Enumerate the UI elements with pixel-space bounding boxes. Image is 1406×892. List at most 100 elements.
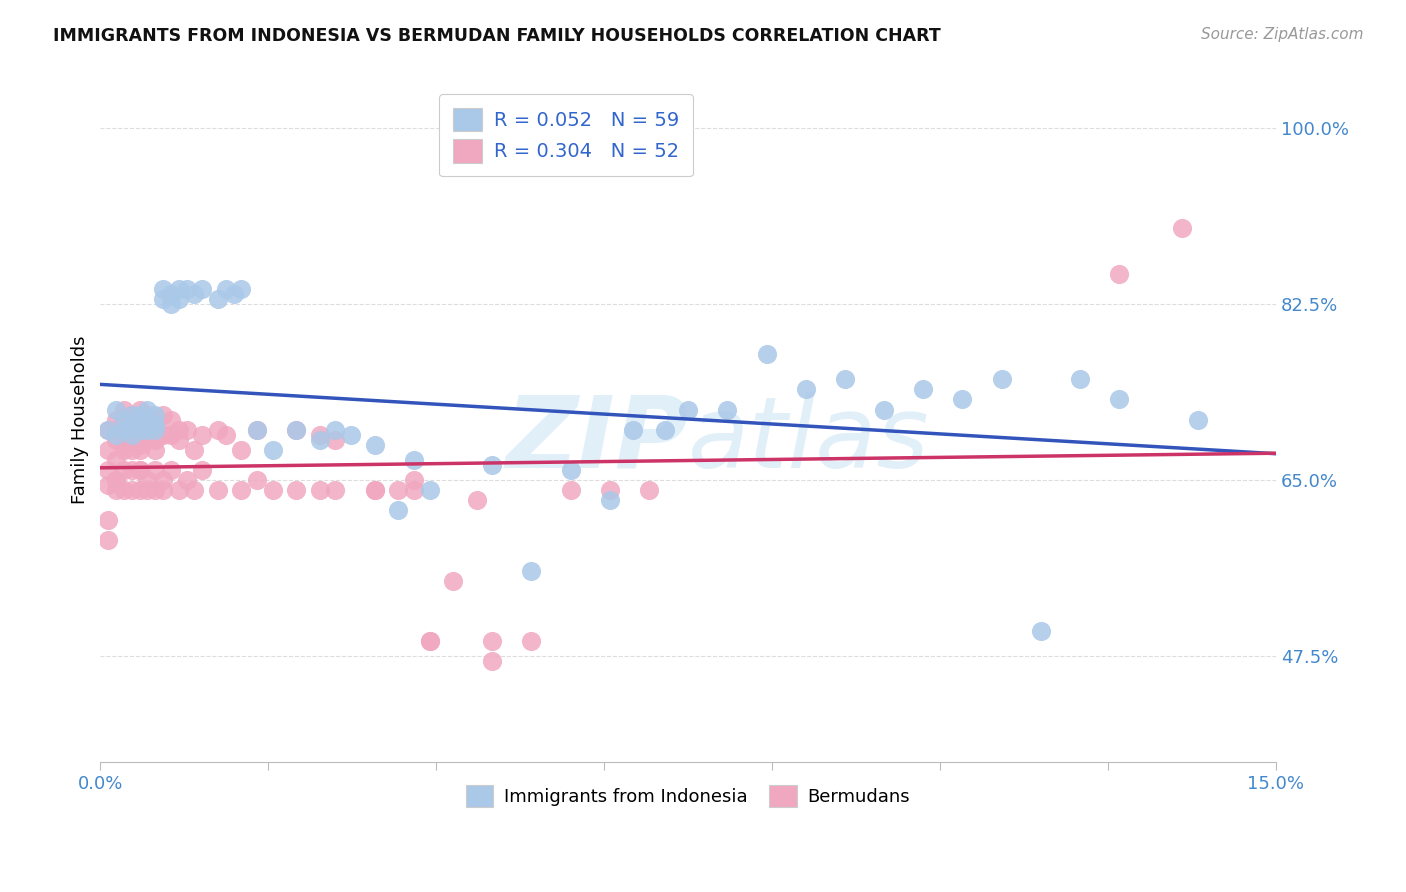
Point <box>231 442 253 457</box>
Point <box>481 634 503 648</box>
Point <box>152 427 174 442</box>
Point <box>441 574 464 588</box>
Point <box>97 533 120 548</box>
Point <box>191 463 214 477</box>
Point <box>262 483 284 497</box>
Point <box>112 423 135 437</box>
Point <box>97 423 120 437</box>
Point <box>1069 372 1091 386</box>
Point <box>136 483 159 497</box>
Point <box>418 634 440 648</box>
Point <box>121 408 143 422</box>
Text: IMMIGRANTS FROM INDONESIA VS BERMUDAN FAMILY HOUSEHOLDS CORRELATION CHART: IMMIGRANTS FROM INDONESIA VS BERMUDAN FA… <box>53 27 941 45</box>
Point <box>834 372 856 386</box>
Point <box>183 483 205 497</box>
Point <box>387 483 409 497</box>
Point <box>167 292 190 306</box>
Point <box>128 463 150 477</box>
Point <box>167 423 190 437</box>
Point <box>143 463 166 477</box>
Point <box>97 463 120 477</box>
Point <box>325 483 347 497</box>
Point <box>121 442 143 457</box>
Point <box>121 483 143 497</box>
Point <box>143 423 166 437</box>
Point <box>97 423 120 437</box>
Point <box>128 408 150 422</box>
Y-axis label: Family Households: Family Households <box>72 335 89 504</box>
Point <box>560 483 582 497</box>
Point <box>990 372 1012 386</box>
Point <box>136 473 159 487</box>
Point <box>143 408 166 422</box>
Point <box>112 483 135 497</box>
Point <box>143 433 166 447</box>
Point <box>121 463 143 477</box>
Point <box>794 383 817 397</box>
Point <box>363 483 385 497</box>
Point <box>112 412 135 426</box>
Point <box>112 423 135 437</box>
Point <box>638 483 661 497</box>
Point <box>520 564 543 578</box>
Point <box>1108 392 1130 407</box>
Point <box>387 503 409 517</box>
Point <box>1029 624 1052 638</box>
Point <box>128 412 150 426</box>
Point <box>1171 221 1194 235</box>
Point <box>143 483 166 497</box>
Point <box>143 412 166 426</box>
Point <box>167 483 190 497</box>
Point <box>128 402 150 417</box>
Point <box>97 442 120 457</box>
Point <box>246 473 269 487</box>
Point <box>128 438 150 452</box>
Point <box>207 423 229 437</box>
Point <box>105 412 128 426</box>
Point <box>160 412 183 426</box>
Point <box>308 433 330 447</box>
Point <box>246 423 269 437</box>
Point <box>97 513 120 527</box>
Point <box>112 442 135 457</box>
Point <box>418 634 440 648</box>
Point <box>215 282 238 296</box>
Point <box>621 423 644 437</box>
Point <box>143 423 166 437</box>
Point <box>128 423 150 437</box>
Point <box>325 433 347 447</box>
Point <box>160 297 183 311</box>
Point <box>363 483 385 497</box>
Point <box>418 483 440 497</box>
Point <box>167 433 190 447</box>
Text: atlas: atlas <box>688 392 929 489</box>
Point <box>112 402 135 417</box>
Point <box>183 286 205 301</box>
Point <box>191 282 214 296</box>
Point <box>136 408 159 422</box>
Point <box>121 427 143 442</box>
Point <box>262 442 284 457</box>
Point <box>152 408 174 422</box>
Point <box>599 493 621 508</box>
Point <box>152 473 174 487</box>
Point <box>128 463 150 477</box>
Point <box>105 473 128 487</box>
Point <box>152 282 174 296</box>
Point <box>128 483 150 497</box>
Point <box>560 463 582 477</box>
Point <box>231 483 253 497</box>
Point <box>176 473 198 487</box>
Legend: Immigrants from Indonesia, Bermudans: Immigrants from Indonesia, Bermudans <box>458 778 917 814</box>
Point <box>105 423 128 437</box>
Point <box>599 483 621 497</box>
Point <box>465 493 488 508</box>
Point <box>97 478 120 492</box>
Point <box>128 442 150 457</box>
Point <box>112 463 135 477</box>
Point <box>121 417 143 432</box>
Point <box>105 483 128 497</box>
Point <box>105 427 128 442</box>
Point <box>912 383 935 397</box>
Point <box>285 423 308 437</box>
